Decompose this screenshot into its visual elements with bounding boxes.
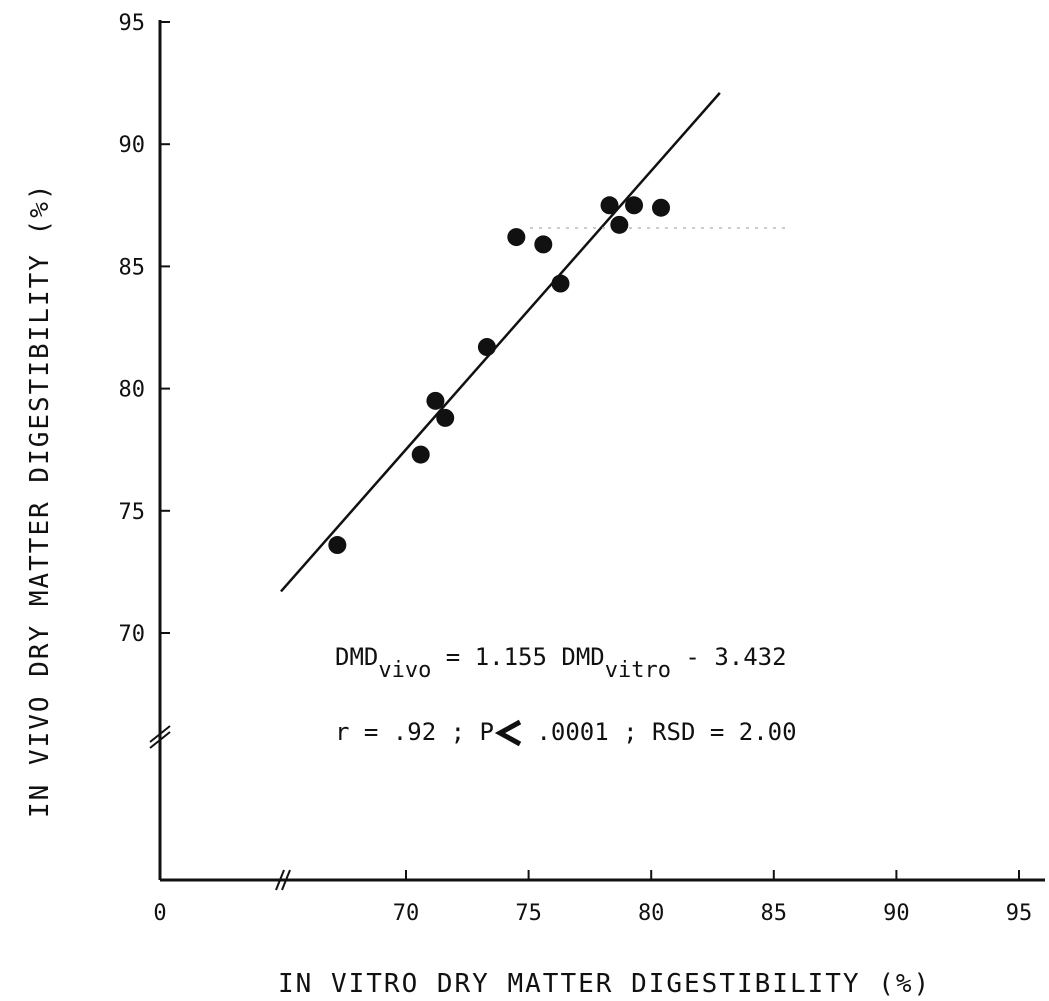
- x-tick-label: 95: [1006, 901, 1033, 926]
- less-than-symbol: [494, 719, 522, 747]
- y-tick-label: 90: [119, 133, 146, 158]
- x-tick-label: 70: [393, 901, 420, 926]
- data-point: [652, 198, 671, 217]
- equation-lhs: DMD: [335, 643, 378, 671]
- y-axis-break: [149, 725, 171, 749]
- x-tick-label: 80: [638, 901, 665, 926]
- data-point: [477, 338, 496, 357]
- data-point: [625, 196, 644, 215]
- equation-rhs: - 3.432: [671, 643, 787, 671]
- y-axis-title: IN VIVO DRY MATTER DIGESTIBILITY (%): [25, 182, 55, 818]
- data-point: [411, 445, 430, 464]
- y-axis-ticks: 70 75 80 85 90 95: [119, 11, 170, 647]
- data-point: [551, 274, 570, 293]
- x-axis-title: IN VITRO DRY MATTER DIGESTIBILITY (%): [278, 969, 931, 999]
- equation-lhs-sub: vivo: [378, 658, 431, 683]
- data-point: [436, 408, 455, 427]
- equation-mid: = 1.155 DMD: [431, 643, 604, 671]
- x-tick-label: 90: [883, 901, 910, 926]
- y-tick-label: 85: [119, 255, 146, 280]
- x-axis-ticks: 0 70 75 80 85 90 95: [153, 870, 1032, 926]
- data-point: [328, 536, 347, 555]
- y-tick-label: 70: [119, 622, 146, 647]
- data-point: [426, 391, 445, 410]
- x-tick-label: 0: [153, 901, 166, 926]
- equation-rhs-sub: vitro: [605, 658, 671, 683]
- data-point: [610, 215, 629, 234]
- x-tick-label: 85: [761, 901, 788, 926]
- x-tick-label: 75: [515, 901, 542, 926]
- y-tick-label: 75: [119, 500, 146, 525]
- data-point: [600, 196, 619, 215]
- data-point: [534, 235, 553, 254]
- stats-text-part2: .0001 ; RSD = 2.00: [522, 718, 797, 746]
- y-tick-label: 80: [119, 378, 146, 403]
- data-points: [328, 196, 671, 555]
- regression-equation: DMDvivo = 1.155 DMDvitro - 3.432: [335, 643, 787, 683]
- regression-line: [280, 92, 721, 593]
- data-point: [507, 228, 526, 247]
- stats-text-part1: r = .92 ; P: [335, 718, 494, 746]
- y-tick-label: 95: [119, 11, 146, 36]
- x-axis-break: [275, 869, 291, 891]
